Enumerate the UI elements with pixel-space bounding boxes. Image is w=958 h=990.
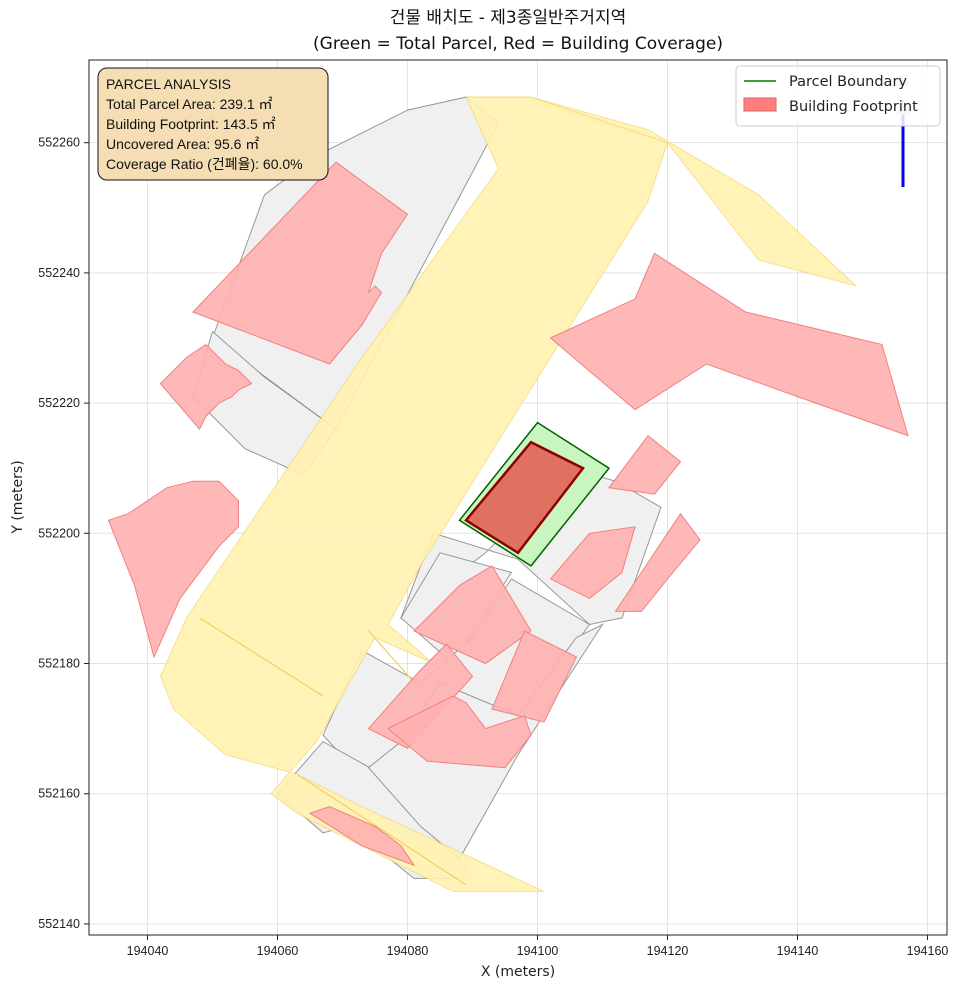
neighbor-building xyxy=(387,695,532,769)
chart-subtitle: (Green = Total Parcel, Red = Building Co… xyxy=(313,34,723,54)
neighbor-building xyxy=(107,480,239,659)
neighbor-building xyxy=(192,161,409,365)
info-building-footprint: Building Footprint: 143.5 ㎡ xyxy=(106,116,276,132)
neighbor-building xyxy=(308,806,416,867)
legend-frame xyxy=(735,65,941,127)
legend-building-patch-icon xyxy=(743,97,777,112)
y-tick-label: 552260 xyxy=(38,136,80,150)
y-tick-label: 552200 xyxy=(38,526,80,540)
info-box-heading: PARCEL ANALYSIS xyxy=(106,76,231,92)
neighbor-building xyxy=(491,630,578,723)
neighbor-building xyxy=(608,434,682,495)
x-tick-label: 194040 xyxy=(127,944,169,958)
info-box-background xyxy=(97,67,329,181)
x-axis-label: X (meters) xyxy=(481,964,555,980)
x-tick-label: 194060 xyxy=(257,944,299,958)
road-area xyxy=(159,96,669,892)
y-tick-label: 552140 xyxy=(38,917,80,931)
legend-parcel-boundary: Parcel Boundary xyxy=(789,74,907,90)
neighbor-building xyxy=(549,252,909,437)
x-tick-label: 194140 xyxy=(777,944,819,958)
info-uncovered-area: Uncovered Area: 95.6 ㎡ xyxy=(106,136,259,152)
x-tick-label: 194100 xyxy=(517,944,559,958)
legend-building-footprint: Building Footprint xyxy=(789,99,918,115)
x-tick-label: 194080 xyxy=(387,944,429,958)
neighbor-building xyxy=(549,526,636,599)
chart-title: 건물 배치도 - 제3종일반주거지역 xyxy=(390,8,626,28)
x-tick-label: 194160 xyxy=(907,944,949,958)
map-layers xyxy=(107,96,909,892)
road-centerline xyxy=(199,617,324,697)
legend: Parcel Boundary Building Footprint xyxy=(735,65,941,127)
neighbor-building xyxy=(159,343,253,430)
info-coverage-ratio: Coverage Ratio (건폐율): 60.0% xyxy=(106,156,303,172)
neighbor-building xyxy=(614,512,701,612)
y-tick-label: 552220 xyxy=(38,396,80,410)
axes-frame xyxy=(88,59,948,936)
info-total-area: Total Parcel Area: 239.1 ㎡ xyxy=(106,96,273,112)
road-centerline xyxy=(296,773,467,886)
axes: 194040 194060 194080 194100 194120 194140 1941… xyxy=(38,59,949,958)
y-tick-label: 552240 xyxy=(38,266,80,280)
target-building xyxy=(464,440,585,555)
y-axis-label: Y (meters) xyxy=(10,460,26,534)
neighbor-building xyxy=(413,565,532,665)
y-tick-label: 552160 xyxy=(38,787,80,801)
neighbor-building xyxy=(367,643,474,749)
info-box: PARCEL ANALYSIS Total Parcel Area: 239.1… xyxy=(97,67,329,181)
y-tick-label: 552180 xyxy=(38,657,80,671)
x-tick-label: 194120 xyxy=(647,944,689,958)
